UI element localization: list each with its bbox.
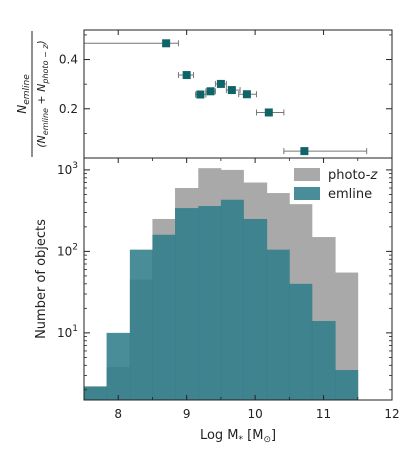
x-tick-label: 9 [183, 407, 191, 421]
top-y-ticks: 0.2 0.4 [59, 34, 392, 134]
bottom-axes-frame [83, 157, 393, 401]
hist-bar-emline [152, 234, 176, 400]
histogram-y-label: Number of objects [34, 219, 49, 339]
hist-bar-emline [175, 208, 199, 400]
fraction-numerator: Nemline [15, 74, 32, 114]
data-point [227, 86, 236, 95]
top-y-tick-label: 0.4 [59, 53, 78, 67]
hist-bar-emline [129, 249, 153, 400]
hist-bar-emline [289, 283, 313, 400]
x-tick-label: 12 [384, 407, 399, 421]
data-point [196, 90, 205, 99]
hist-bar-emline [198, 206, 222, 400]
y-tick-label: 101 [57, 324, 78, 340]
histogram-bars [84, 168, 359, 400]
hist-bar-emline [84, 386, 107, 400]
legend: photo-z emline [294, 168, 378, 202]
fraction-panel: 0.2 0.4 Nemline (Nemline + Nphoto − z) [15, 29, 393, 159]
data-point [300, 147, 309, 156]
data-point [216, 79, 225, 88]
legend-label-photo-z: photo-z [328, 168, 378, 183]
legend-swatch-photo-z [294, 168, 320, 181]
x-tick-label: 11 [316, 407, 331, 421]
hist-bar-emline [106, 332, 131, 400]
top-axes-frame [83, 29, 393, 159]
data-point [206, 87, 215, 96]
y-tick-label: 103 [57, 161, 78, 177]
hist-bar-emline [220, 199, 244, 400]
data-point [264, 108, 273, 117]
data-point [242, 90, 251, 99]
hist-bar-emline [335, 370, 359, 400]
legend-label-emline: emline [328, 187, 372, 202]
fraction-denominator: (Nemline + Nphoto − z) [35, 40, 50, 148]
bottom-x-ticks: 8 9 10 11 12 [83, 30, 400, 421]
hist-bar-emline [243, 218, 268, 400]
hist-bar-emline [266, 249, 290, 400]
hist-bar-photoz [335, 272, 359, 400]
x-tick-label: 8 [114, 407, 122, 421]
hist-bar-emline [311, 320, 336, 400]
top-y-tick-label: 0.2 [59, 102, 78, 116]
y-tick-label: 102 [57, 242, 78, 258]
fraction-y-label: Nemline (Nemline + Nphoto − z) [15, 31, 50, 157]
legend-swatch-emline [294, 187, 320, 200]
bottom-y-ticks: 101 102 103 [57, 161, 392, 391]
data-point [182, 71, 191, 80]
x-tick-label: 10 [247, 407, 262, 421]
fraction-points [83, 39, 368, 156]
histogram-panel: 8 9 10 11 12 101 102 103 Number of objects Log… [34, 30, 400, 445]
histogram-x-label: Log M* [M⊙] [200, 428, 276, 445]
data-point [162, 39, 171, 48]
